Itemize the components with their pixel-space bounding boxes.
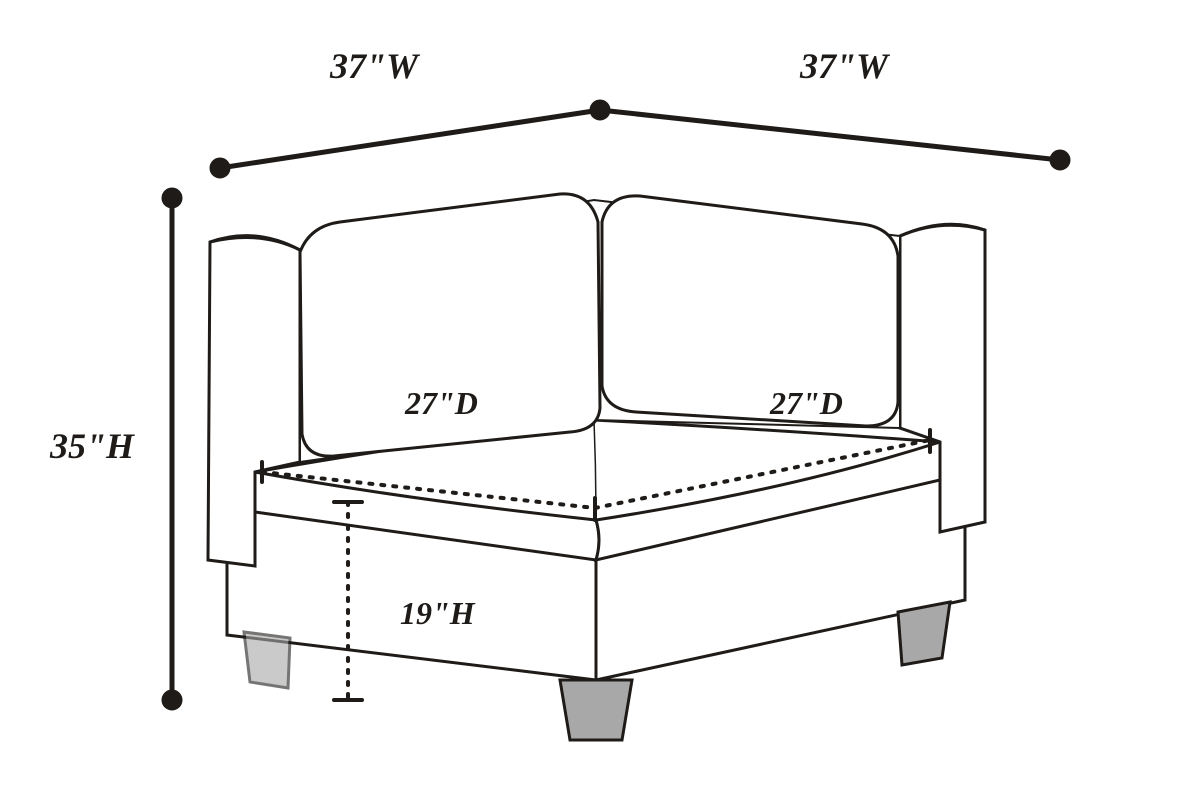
furniture-illustration — [0, 0, 1200, 800]
label-height: 35"H — [50, 425, 134, 467]
dim-height — [164, 190, 180, 708]
label-seat-height: 19"H — [400, 595, 475, 632]
leg-right — [898, 602, 950, 665]
label-depth-left: 27"D — [405, 385, 478, 422]
leg-front — [560, 680, 632, 740]
leg-left — [244, 632, 290, 688]
label-width-right: 37"W — [800, 45, 888, 87]
diagram-canvas: 37"W 37"W 35"H 27"D 27"D 19"H — [0, 0, 1200, 800]
dim-top-width — [212, 102, 1068, 176]
label-width-left: 37"W — [330, 45, 418, 87]
label-depth-right: 27"D — [770, 385, 843, 422]
back-cushion-right — [602, 196, 898, 426]
